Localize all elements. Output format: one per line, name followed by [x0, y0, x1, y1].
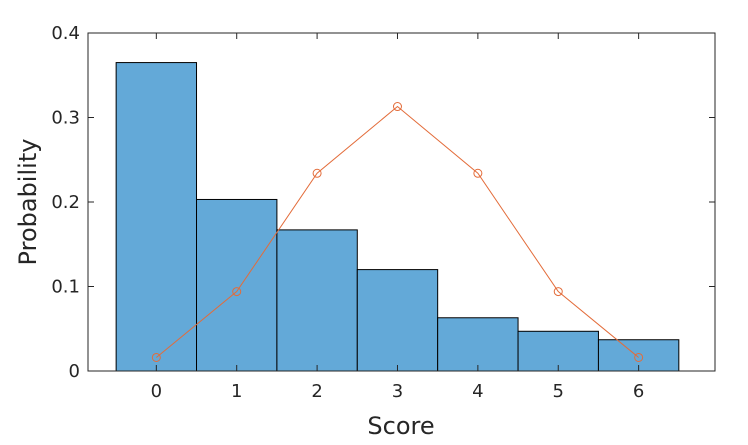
- y-tick-label: 0.2: [51, 192, 80, 213]
- line-marker-6: [634, 352, 644, 362]
- line-marker-1: [232, 287, 242, 297]
- bar-0: [115, 62, 198, 372]
- x-axis-label: Score: [367, 412, 434, 440]
- line-marker-4: [473, 168, 483, 178]
- labels-layer: Score Probability: [14, 139, 435, 440]
- y-tick-label: 0: [69, 361, 80, 382]
- bar-5: [517, 330, 599, 372]
- x-tick-label: 3: [392, 381, 403, 402]
- line-marker-0: [151, 352, 161, 362]
- line-marker-2: [312, 168, 322, 178]
- y-tick-label: 0.3: [51, 108, 80, 129]
- x-tick-label: 5: [553, 381, 564, 402]
- x-tick-label: 6: [633, 381, 644, 402]
- bar-1: [196, 198, 278, 372]
- y-tick-label: 0.1: [51, 277, 80, 298]
- x-tick-label: 4: [472, 381, 483, 402]
- probability-line: [156, 105, 639, 358]
- bar-4: [437, 317, 519, 372]
- x-tick-label: 0: [151, 381, 162, 402]
- line-layer: [151, 102, 644, 362]
- axes-layer: 0 1 2 3 4 5 6 0 0.1 0.2 0.3 0.4: [51, 23, 716, 402]
- line-marker-3: [392, 102, 402, 112]
- x-tick-label: 1: [231, 381, 242, 402]
- bars-layer: [115, 62, 680, 372]
- y-axis-label: Probability: [14, 139, 42, 266]
- y-tick-label: 0.4: [51, 23, 80, 44]
- line-marker-5: [553, 287, 563, 297]
- bar-2: [276, 229, 358, 372]
- x-tick-label: 2: [311, 381, 322, 402]
- bar-3: [356, 269, 439, 372]
